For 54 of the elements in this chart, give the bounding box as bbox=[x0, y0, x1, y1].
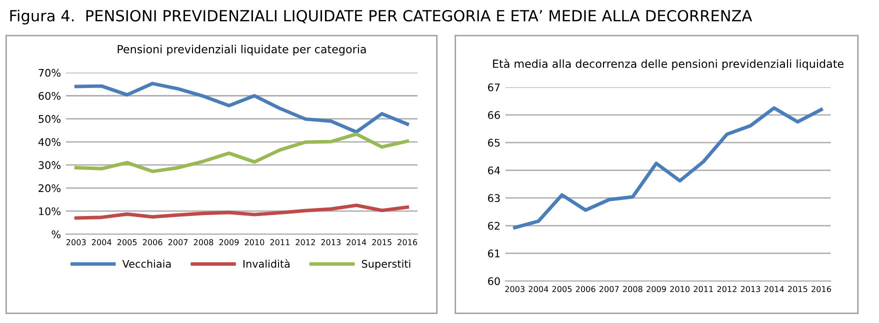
x-tick-label: 2016 bbox=[398, 239, 418, 246]
x-tick-label: 2004 bbox=[528, 286, 548, 292]
x-tick-label: 2004 bbox=[92, 239, 112, 246]
legend-label: Invalidità bbox=[243, 259, 290, 268]
x-tick-label: 2010 bbox=[670, 286, 690, 292]
x-tick-label: 2007 bbox=[599, 286, 619, 292]
x-tick-label: 2016 bbox=[812, 286, 831, 292]
x-tick-label: 2010 bbox=[244, 239, 264, 246]
y-tick-label: 10% bbox=[39, 207, 60, 216]
line-series bbox=[513, 106, 823, 230]
x-tick-label: 2011 bbox=[270, 239, 290, 246]
x-tick-label: 2008 bbox=[194, 239, 214, 246]
x-tick-label: 2006 bbox=[142, 239, 162, 246]
x-tick-label: 2012 bbox=[296, 239, 315, 246]
y-tick-label: 65 bbox=[488, 138, 500, 147]
line-series bbox=[74, 132, 410, 174]
y-tick-label: 62 bbox=[488, 222, 500, 230]
x-tick-label: 2013 bbox=[740, 286, 760, 292]
y-tick-label: 60% bbox=[38, 92, 60, 100]
x-tick-label: 2009 bbox=[646, 286, 666, 292]
y-tick-label: 50% bbox=[38, 115, 60, 123]
x-tick-label: 2005 bbox=[552, 286, 572, 292]
x-tick-label: 2009 bbox=[219, 239, 239, 246]
chart-title: Pensioni previdenziali liquidate per categoria bbox=[118, 44, 366, 56]
x-tick-label: 2011 bbox=[694, 286, 713, 292]
y-tick-label: 61 bbox=[488, 250, 500, 258]
y-tick-label: % bbox=[52, 230, 60, 238]
y-tick-label: 40% bbox=[38, 138, 60, 146]
line-series bbox=[74, 204, 410, 220]
y-tick-label: 20% bbox=[38, 184, 60, 192]
y-tick-label: 70% bbox=[38, 68, 60, 77]
y-tick-label: 64 bbox=[488, 166, 500, 174]
x-tick-label: 2007 bbox=[168, 239, 188, 246]
text: Figura 4. PENSIONI PREVIDENZIALI LIQUIDATE PER CATEGORIA E ETA’ MEDIE ALLA DECORRENZA bbox=[10, 10, 752, 24]
x-tick-label: 2014 bbox=[346, 239, 366, 246]
x-tick-label: 2006 bbox=[576, 286, 596, 292]
x-tick-label: 2015 bbox=[372, 239, 392, 246]
legend-label: Superstiti bbox=[362, 260, 410, 270]
x-tick-label: 2008 bbox=[623, 286, 642, 292]
chart-title: Età media alla decorrenza delle pensioni previdenziali liquidate bbox=[493, 58, 844, 70]
legend-label: Vecchiaia bbox=[122, 260, 171, 268]
y-tick-label: 60 bbox=[488, 277, 500, 286]
x-tick-label: 2012 bbox=[717, 286, 736, 292]
x-tick-label: 2003 bbox=[505, 286, 524, 292]
line-series bbox=[74, 82, 410, 134]
x-tick-label: 2003 bbox=[66, 239, 86, 246]
x-tick-label: 2013 bbox=[321, 239, 341, 246]
y-tick-label: 63 bbox=[488, 194, 500, 202]
y-tick-label: 30% bbox=[38, 161, 60, 170]
y-tick-label: 66 bbox=[488, 111, 500, 119]
y-tick-label: 67 bbox=[488, 83, 500, 92]
x-tick-label: 2005 bbox=[117, 239, 137, 246]
x-tick-label: 2015 bbox=[788, 286, 808, 292]
x-tick-label: 2014 bbox=[764, 286, 784, 292]
